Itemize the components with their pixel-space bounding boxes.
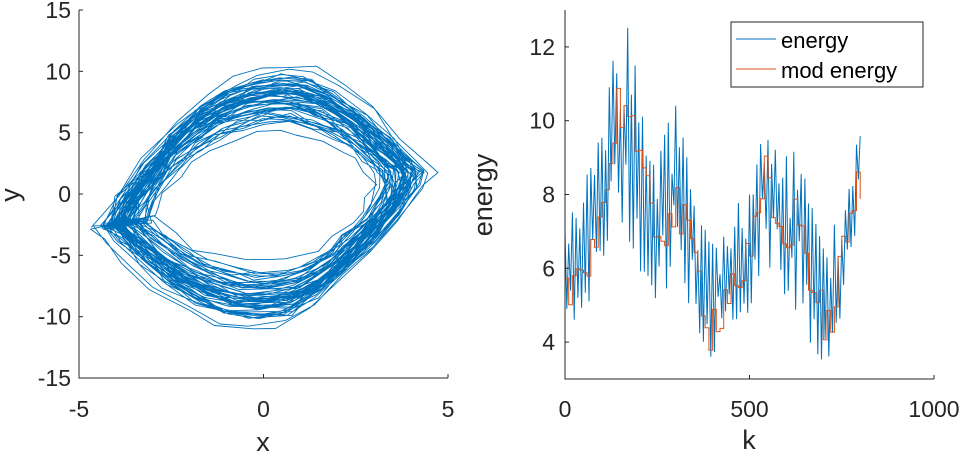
- y-tick-label: 10: [529, 108, 555, 134]
- x-tick-label: 0: [559, 396, 572, 422]
- x-tick-label: -5: [69, 396, 89, 422]
- left-x-axis-label: x: [256, 427, 270, 456]
- y-tick-label: 4: [542, 329, 555, 355]
- right-y-ticks: 4 6 8 10 12: [529, 34, 569, 355]
- y-tick-label: -15: [38, 365, 71, 391]
- legend-energy-label: energy: [781, 28, 848, 53]
- right-x-ticks: 0 500 1000: [559, 375, 960, 422]
- phase-portrait-axes: -15 -10 -5 0 5 10 15 -5 0 5 x y: [0, 0, 454, 456]
- legend-box: [730, 21, 924, 88]
- x-tick-label: 500: [730, 396, 768, 422]
- y-tick-label: 5: [58, 120, 71, 146]
- x-tick-label: 5: [442, 396, 455, 422]
- legend[interactable]: energy mod energy: [730, 21, 924, 88]
- left-x-ticks: -5 0 5: [69, 374, 455, 422]
- y-tick-label: 8: [542, 182, 555, 208]
- energy-line: [564, 27, 861, 360]
- y-tick-label: -5: [51, 242, 71, 268]
- x-tick-label: 1000: [908, 396, 959, 422]
- phase-trajectory-lines: [90, 65, 439, 330]
- phase-portrait-plot-area: [90, 65, 439, 330]
- y-tick-label: -10: [38, 304, 71, 330]
- right-x-axis-label: k: [742, 425, 756, 455]
- y-tick-label: 12: [529, 34, 555, 60]
- y-tick-label: 0: [58, 181, 71, 207]
- energy-series-lines: [564, 27, 861, 360]
- y-tick-label: 6: [542, 255, 555, 281]
- x-tick-label: 0: [257, 396, 270, 422]
- trajectory-line: [90, 65, 439, 330]
- legend-mod-energy-label: mod energy: [781, 58, 897, 83]
- energy-axes: 4 6 8 10 12 0 500 1000 k energy energy mod ene…: [468, 10, 960, 455]
- y-tick-label: 15: [45, 0, 71, 23]
- left-y-axis-label: y: [0, 188, 25, 202]
- mod-energy-line: [565, 87, 861, 351]
- right-y-axis-label: energy: [468, 153, 498, 236]
- y-tick-label: 10: [45, 58, 71, 84]
- left-y-ticks: -15 -10 -5 0 5 10 15: [38, 0, 83, 391]
